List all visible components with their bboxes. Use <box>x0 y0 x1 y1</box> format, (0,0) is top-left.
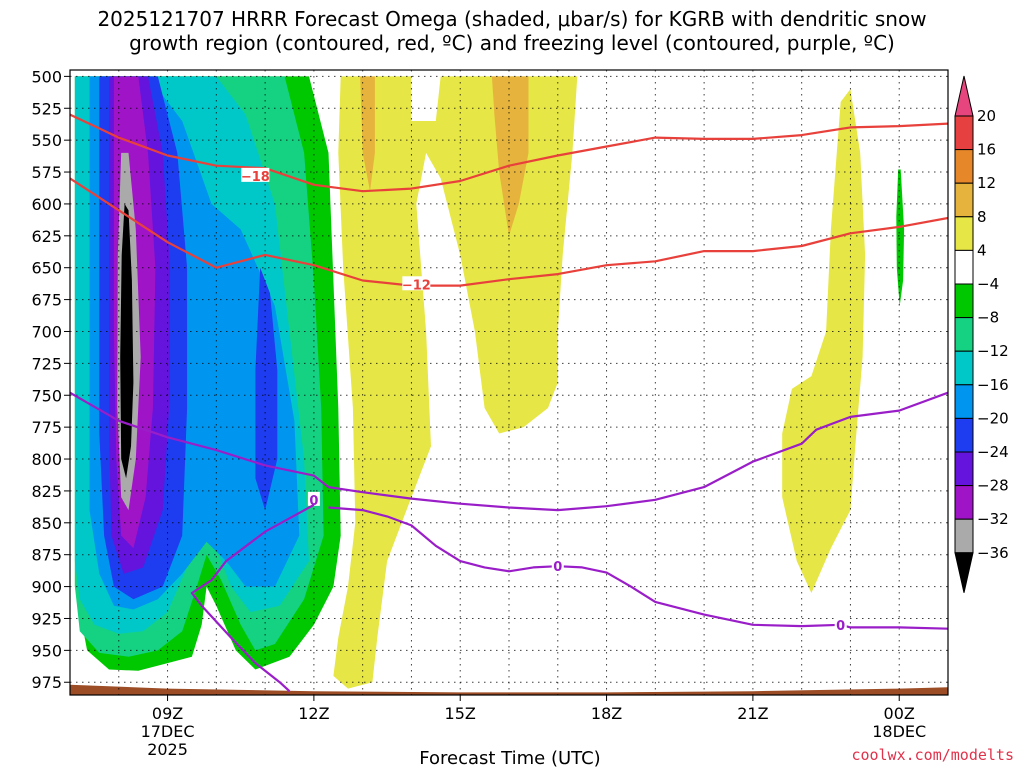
x-tick-label-18Z: 18Z <box>591 704 622 723</box>
colorbar-box-7 <box>954 317 974 352</box>
y-tick-label-925: 925 <box>31 609 62 628</box>
x-tick-label-12Z: 12Z <box>298 704 329 723</box>
freezing-contour-1 <box>328 506 948 630</box>
colorbar-box-9 <box>954 384 974 419</box>
y-tick-label-800: 800 <box>31 450 62 469</box>
x-tick-sub1-00Z: 18DEC <box>872 722 926 741</box>
dendritic-contour-0 <box>70 113 948 193</box>
colorbar-label-12: −32 <box>977 510 1009 528</box>
y-tick-label-550: 550 <box>31 131 62 150</box>
y-tick-label-700: 700 <box>31 322 62 341</box>
dendritic-contour-label-bg-1 <box>402 276 431 291</box>
omega-region-black-core <box>120 203 134 479</box>
colorbar-top-arrow <box>954 75 974 117</box>
x-tick-label-15Z: 15Z <box>445 704 476 723</box>
y-axis: 500 525 550 575 600 625 650 675 700 725 750 775 800 8… <box>31 67 70 692</box>
y-tick-label-900: 900 <box>31 578 62 597</box>
y-tick-label-675: 675 <box>31 291 62 310</box>
colorbar-box-5 <box>954 249 974 285</box>
colorbar-label-9: −20 <box>977 409 1009 427</box>
colorbar-label-0: 20 <box>977 107 996 125</box>
omega-region-navy-core <box>255 267 278 511</box>
ground-terrain <box>70 684 948 695</box>
colorbar-label-11: −28 <box>977 477 1009 495</box>
chart-title-line1: 2025121707 HRRR Forecast Omega (shaded, … <box>97 7 926 31</box>
dendritic-contour-1 <box>70 177 948 287</box>
freezing-contour-label-bg-3 <box>834 616 847 631</box>
colorbar-label-10: −24 <box>977 443 1009 461</box>
y-tick-label-500: 500 <box>31 67 62 86</box>
colorbar-label-3: 8 <box>977 208 987 226</box>
colorbar: 20 16 12 8 4 −4 −8 −12 −16 −20 −24 −28 −32 −36 <box>954 75 1009 593</box>
x-tick-sub2-09Z: 2025 <box>147 740 188 759</box>
omega-region-yellow-east <box>782 89 866 593</box>
y-tick-label-875: 875 <box>31 546 62 565</box>
colorbar-label-8: −16 <box>977 376 1009 394</box>
freezing-contour-label-1: 0 <box>309 494 318 509</box>
y-tick-label-825: 825 <box>31 482 62 501</box>
dendritic-contour-label-1: −12 <box>402 278 431 293</box>
freezing-contour-label-3: 0 <box>836 619 845 634</box>
colorbar-box-6 <box>954 283 974 319</box>
plot-area: −18 −12 0 0 0 <box>69 69 949 696</box>
plot-content: −18 −12 0 0 0 <box>70 70 948 695</box>
freezing-contour-label-bg-1 <box>307 491 320 506</box>
colorbar-label-6: −8 <box>977 309 999 327</box>
freezing-contour-label-bg-2 <box>551 558 564 573</box>
y-tick-label-625: 625 <box>31 227 62 246</box>
omega-region-gold-a <box>360 76 375 192</box>
y-tick-label-775: 775 <box>31 418 62 437</box>
colorbar-box-12 <box>954 485 974 520</box>
y-tick-label-575: 575 <box>31 163 62 182</box>
y-tick-label-975: 975 <box>31 673 62 692</box>
y-tick-label-600: 600 <box>31 195 62 214</box>
colorbar-label-2: 12 <box>977 174 996 192</box>
colorbar-box-11 <box>954 451 974 487</box>
dendritic-contour-label-0: −18 <box>241 170 270 185</box>
x-tick-label-21Z: 21Z <box>737 704 768 723</box>
colorbar-label-7: −12 <box>977 342 1009 360</box>
dendritic-contour-label-bg-0 <box>241 167 270 182</box>
colorbar-box-13 <box>954 518 974 554</box>
chart-title-line2: growth region (contoured, red, ºC) and f… <box>129 31 895 55</box>
y-tick-label-850: 850 <box>31 514 62 533</box>
x-axis-label: Forecast Time (UTC) <box>419 748 600 768</box>
omega-region-yellow-main <box>333 76 578 689</box>
colorbar-box-4 <box>954 216 974 251</box>
colorbar-label-5: −4 <box>977 275 999 293</box>
x-tick-label-00Z: 00Z <box>884 704 915 723</box>
colorbar-label-1: 16 <box>977 141 996 159</box>
x-tick-label-09Z: 09Z <box>152 704 183 723</box>
omega-region-gold-b <box>491 76 529 236</box>
freezing-contour-label-2: 0 <box>553 560 562 575</box>
colorbar-box-3 <box>954 182 974 218</box>
y-tick-label-525: 525 <box>31 99 62 118</box>
plot-frame <box>69 69 949 696</box>
freezing-contour-0 <box>70 391 948 512</box>
y-tick-label-650: 650 <box>31 259 62 278</box>
colorbar-box-10 <box>954 417 974 453</box>
colorbar-box-1 <box>954 115 974 151</box>
colorbar-label-13: −36 <box>977 544 1009 562</box>
colorbar-box-8 <box>954 350 974 386</box>
y-tick-label-950: 950 <box>31 641 62 660</box>
credit-text: coolwx.com/modelts <box>851 746 1014 764</box>
colorbar-bottom-arrow <box>954 552 974 593</box>
y-tick-label-750: 750 <box>31 386 62 405</box>
colorbar-label-4: 4 <box>977 241 987 259</box>
y-tick-label-725: 725 <box>31 354 62 373</box>
freezing-contour-4 <box>190 503 315 693</box>
x-tick-sub1-09Z: 17DEC <box>141 722 195 741</box>
colorbar-box-2 <box>954 149 974 184</box>
